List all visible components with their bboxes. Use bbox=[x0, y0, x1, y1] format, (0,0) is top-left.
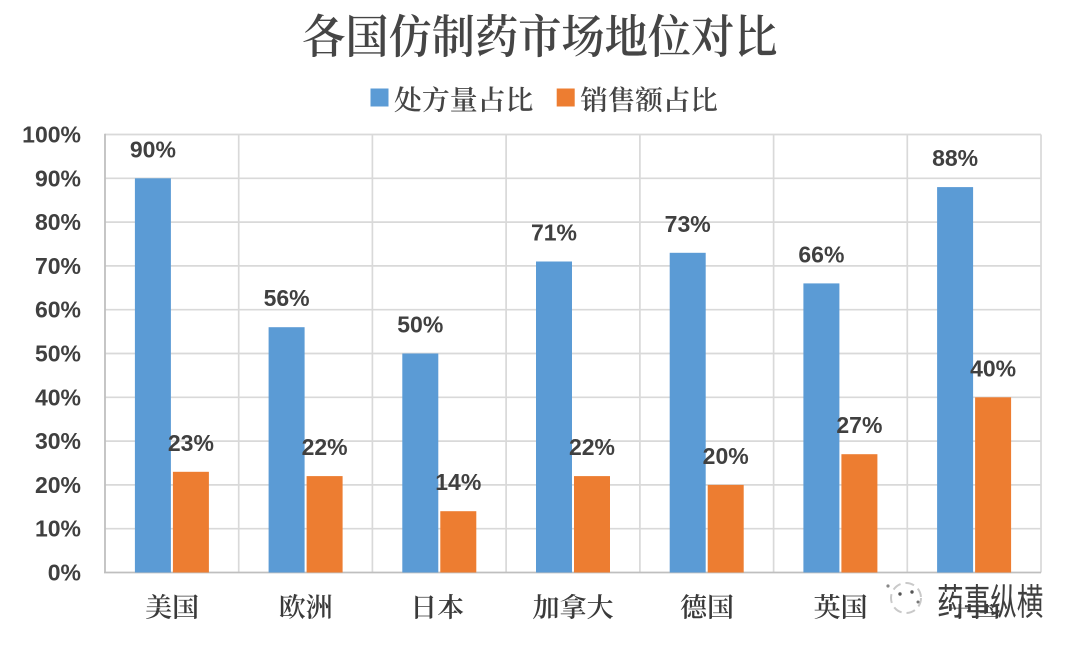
svg-text:40%: 40% bbox=[35, 384, 81, 410]
svg-text:22%: 22% bbox=[569, 434, 615, 460]
svg-text:90%: 90% bbox=[35, 165, 81, 191]
svg-text:100%: 100% bbox=[22, 122, 81, 148]
svg-text:50%: 50% bbox=[35, 341, 81, 367]
svg-text:50%: 50% bbox=[397, 312, 443, 338]
svg-text:70%: 70% bbox=[35, 253, 81, 279]
svg-text:60%: 60% bbox=[35, 297, 81, 323]
svg-text:14%: 14% bbox=[435, 469, 481, 495]
svg-text:23%: 23% bbox=[168, 430, 214, 456]
svg-text:30%: 30% bbox=[35, 428, 81, 454]
svg-text:66%: 66% bbox=[798, 241, 844, 267]
svg-text:56%: 56% bbox=[264, 285, 310, 311]
svg-text:27%: 27% bbox=[836, 412, 882, 438]
svg-text:20%: 20% bbox=[703, 443, 749, 469]
svg-text:88%: 88% bbox=[932, 145, 978, 171]
svg-text:40%: 40% bbox=[970, 355, 1016, 381]
svg-text:90%: 90% bbox=[130, 136, 176, 162]
svg-text:10%: 10% bbox=[35, 516, 81, 542]
svg-text:73%: 73% bbox=[665, 211, 711, 237]
svg-text:80%: 80% bbox=[35, 209, 81, 235]
svg-text:20%: 20% bbox=[35, 472, 81, 498]
svg-text:22%: 22% bbox=[302, 434, 348, 460]
svg-text:0%: 0% bbox=[48, 560, 81, 586]
svg-text:71%: 71% bbox=[531, 220, 577, 246]
